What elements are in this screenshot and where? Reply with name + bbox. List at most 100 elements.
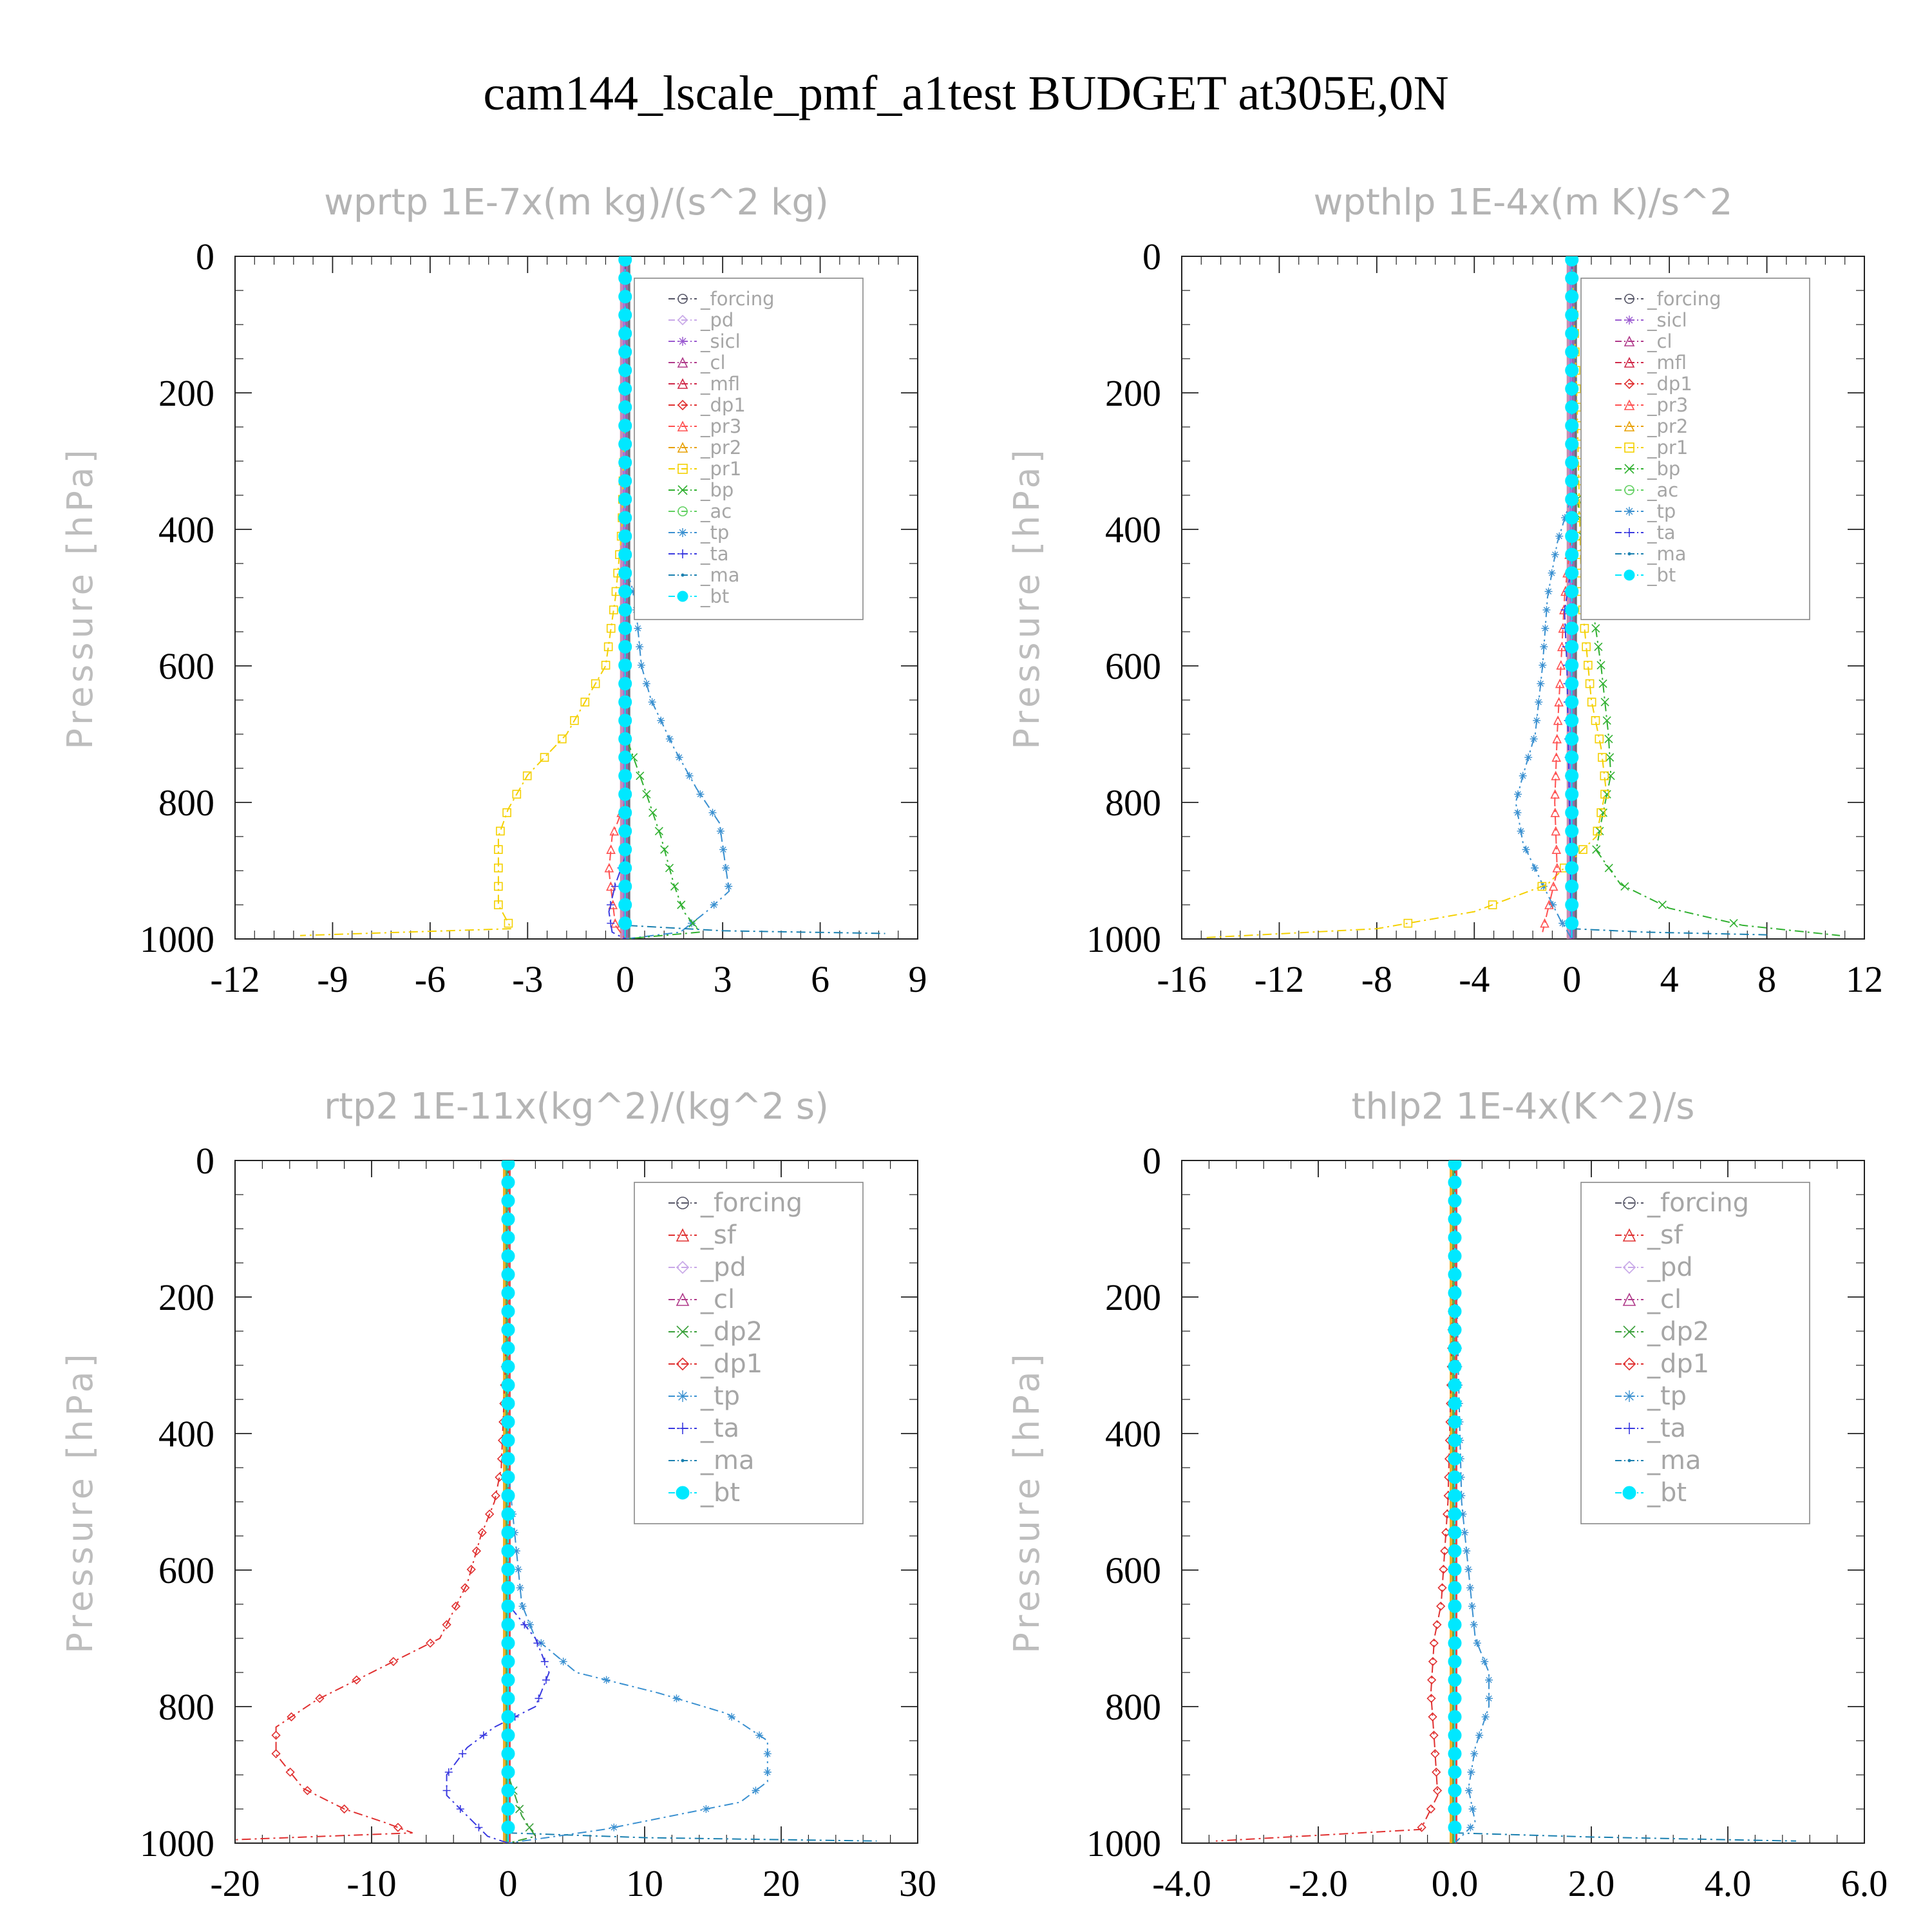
- series-point: [526, 1620, 534, 1629]
- legend-marker: [678, 337, 687, 346]
- y-tick-label: 1000: [1086, 918, 1161, 960]
- x-tick-label: -9: [317, 958, 348, 1000]
- panel-3: rtp2 1E-11x(kg^2)/(kg^2 s) Pressure [hPa]…: [60, 1086, 936, 1904]
- series-point: [642, 790, 651, 799]
- series-point: [601, 661, 611, 670]
- x-tick-label: 9: [909, 958, 927, 1000]
- y-axis-label: Pressure [hPa]: [60, 1350, 100, 1653]
- series-point: [1432, 1786, 1443, 1795]
- series-point: [501, 1654, 515, 1669]
- series-point: [1468, 1805, 1477, 1813]
- legend-entry: _pr1: [1647, 437, 1688, 459]
- series-point: [1448, 1452, 1462, 1466]
- series-line: [1515, 256, 1573, 939]
- legend-entry: _bt: [700, 585, 729, 607]
- legend-marker: [1624, 485, 1634, 495]
- x-tick-label: 30: [899, 1862, 936, 1904]
- series-point: [1514, 790, 1522, 799]
- series-point: [1427, 1675, 1437, 1685]
- series-point: [755, 1731, 764, 1739]
- series-point: [610, 1823, 618, 1832]
- legend-entry: _cl: [700, 1285, 735, 1314]
- series-point: [501, 1434, 515, 1448]
- series-point: [1448, 1765, 1462, 1779]
- series-point: [1466, 1584, 1474, 1592]
- series-point: [1565, 492, 1579, 506]
- series-point: [1440, 1546, 1450, 1556]
- series-point: [339, 1804, 349, 1814]
- series-point: [1587, 697, 1596, 706]
- legend-entry: _pr2: [1647, 415, 1688, 437]
- series-point: [1448, 1488, 1462, 1502]
- series-point: [501, 1581, 515, 1595]
- y-tick-label: 200: [1105, 1276, 1161, 1318]
- series-point: [1448, 1434, 1462, 1448]
- series-point: [512, 1547, 520, 1555]
- series-dp1: [1215, 1160, 1460, 1842]
- series-point: [1513, 808, 1522, 817]
- series-point: [1565, 916, 1579, 931]
- legend-entry: _sicl: [1647, 309, 1687, 331]
- series-point: [1464, 1786, 1473, 1795]
- series-point: [494, 845, 503, 854]
- series-point: [611, 882, 619, 891]
- legend-entry: _forcing: [700, 288, 775, 310]
- series-line: [608, 256, 626, 939]
- series-point: [618, 677, 632, 691]
- series-point: [501, 1378, 515, 1392]
- series-point: [1565, 898, 1579, 912]
- legend-entry: _tp: [1647, 500, 1676, 522]
- plot-area: [299, 256, 886, 939]
- series-point: [501, 1507, 515, 1521]
- series-point: [1565, 621, 1579, 636]
- legend-entry: _ma: [1647, 1446, 1701, 1475]
- series-point: [654, 826, 663, 836]
- y-tick-label: 400: [1105, 1413, 1161, 1455]
- series-point: [618, 861, 632, 875]
- series-point: [618, 290, 632, 304]
- y-tick-label: 800: [158, 782, 214, 824]
- series-point: [618, 714, 632, 728]
- series-point: [1448, 1710, 1462, 1724]
- series-point: [466, 1564, 476, 1575]
- y-tick-label: 600: [158, 1549, 214, 1591]
- x-tick-label: 8: [1757, 958, 1776, 1000]
- y-tick-label: 1000: [140, 918, 214, 960]
- series-point: [1565, 639, 1579, 654]
- legend-box: [1580, 1182, 1810, 1524]
- series-point: [618, 787, 632, 801]
- plot-area: [1206, 256, 1841, 939]
- legend-marker: [676, 1260, 690, 1274]
- legend-entry: _bt: [700, 1478, 740, 1508]
- series-point: [1540, 643, 1548, 651]
- legend-entry: _dp1: [1647, 1349, 1709, 1379]
- y-tick-label: 600: [158, 645, 214, 687]
- series-point: [1565, 419, 1579, 433]
- series-point: [1565, 327, 1579, 341]
- series-point: [1565, 308, 1579, 322]
- series-point: [618, 916, 632, 931]
- legend-marker: [1622, 1486, 1636, 1500]
- legend-entry: _dp1: [1647, 373, 1692, 395]
- series-point: [1582, 642, 1591, 652]
- series-point: [1448, 1341, 1462, 1355]
- series-point: [518, 1602, 527, 1611]
- series-point: [716, 827, 724, 835]
- series-point: [618, 639, 632, 654]
- series-point: [636, 643, 644, 651]
- series-point: [677, 900, 686, 909]
- series-point: [444, 1768, 453, 1776]
- series-point: [1555, 532, 1564, 540]
- series-point: [485, 1509, 495, 1519]
- series-point: [1426, 1804, 1436, 1814]
- series-point: [1556, 660, 1566, 670]
- series-point: [1541, 624, 1549, 632]
- series-point: [1533, 716, 1541, 724]
- series-point: [618, 842, 632, 857]
- y-tick-label: 600: [1105, 645, 1161, 687]
- series-point: [665, 864, 674, 873]
- series-point: [1461, 1528, 1469, 1537]
- series-point: [285, 1767, 295, 1777]
- series-point: [1429, 1730, 1439, 1740]
- series-point: [763, 1750, 772, 1758]
